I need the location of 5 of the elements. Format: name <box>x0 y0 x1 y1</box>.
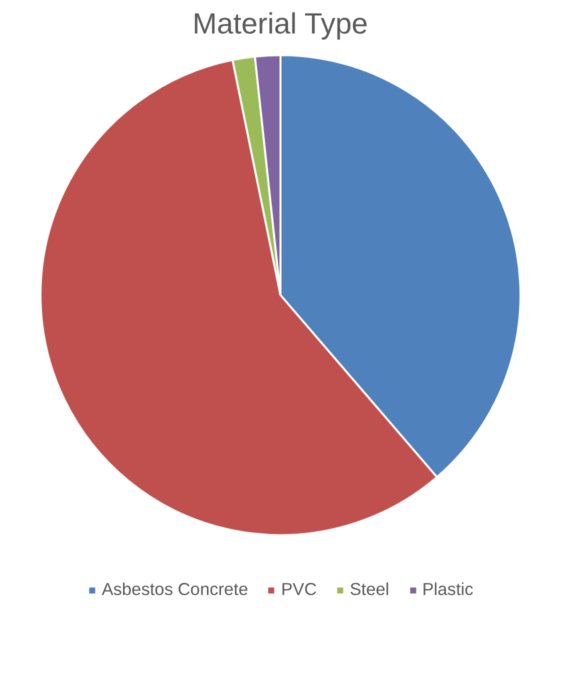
chart-title: Material Type <box>192 8 368 40</box>
legend-label: Steel <box>350 579 390 600</box>
legend-label: Asbestos Concrete <box>102 579 248 600</box>
legend-label: PVC <box>281 579 317 600</box>
legend-label: Plastic <box>422 579 474 600</box>
